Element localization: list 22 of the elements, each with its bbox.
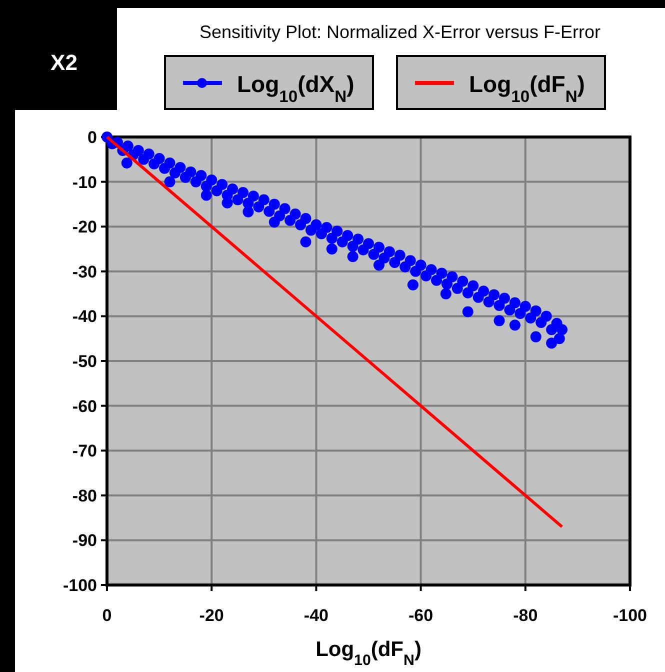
- legend-label: Log$_{10}$(dF$_{N}$): [469, 71, 585, 106]
- text: X2: [50, 50, 78, 75]
- x-tick-label: -20: [199, 606, 224, 625]
- y-tick-label: -70: [72, 442, 97, 461]
- x-tick-label: -60: [408, 606, 434, 625]
- x-tick-label: -100: [612, 606, 648, 625]
- y-tick-label: -10: [72, 172, 97, 192]
- y-tick-label: -20: [72, 218, 97, 237]
- y-tick-label: -50: [72, 352, 97, 371]
- y-tick-label: -100: [62, 576, 97, 595]
- y-tick-label: -30: [72, 262, 97, 282]
- y-tick-label: 0: [88, 128, 97, 147]
- legend-label: Log$_{10}$(dX$_{N}$): [237, 71, 354, 106]
- y-tick-label: -90: [72, 531, 97, 550]
- x-tick-label: 0: [102, 606, 112, 625]
- y-tick-label: -80: [72, 486, 97, 506]
- x-axis-title: Log$_{10}$(dF$_{N}$): [316, 638, 422, 668]
- y-tick-label: -60: [72, 396, 97, 416]
- chart-title: Sensitivity Plot: Normalized X-Error versus F-Error: [199, 22, 601, 42]
- x-tick-label: -40: [304, 606, 328, 625]
- x-tick-label: -80: [513, 606, 538, 625]
- y-tick-label: -40: [72, 307, 97, 326]
